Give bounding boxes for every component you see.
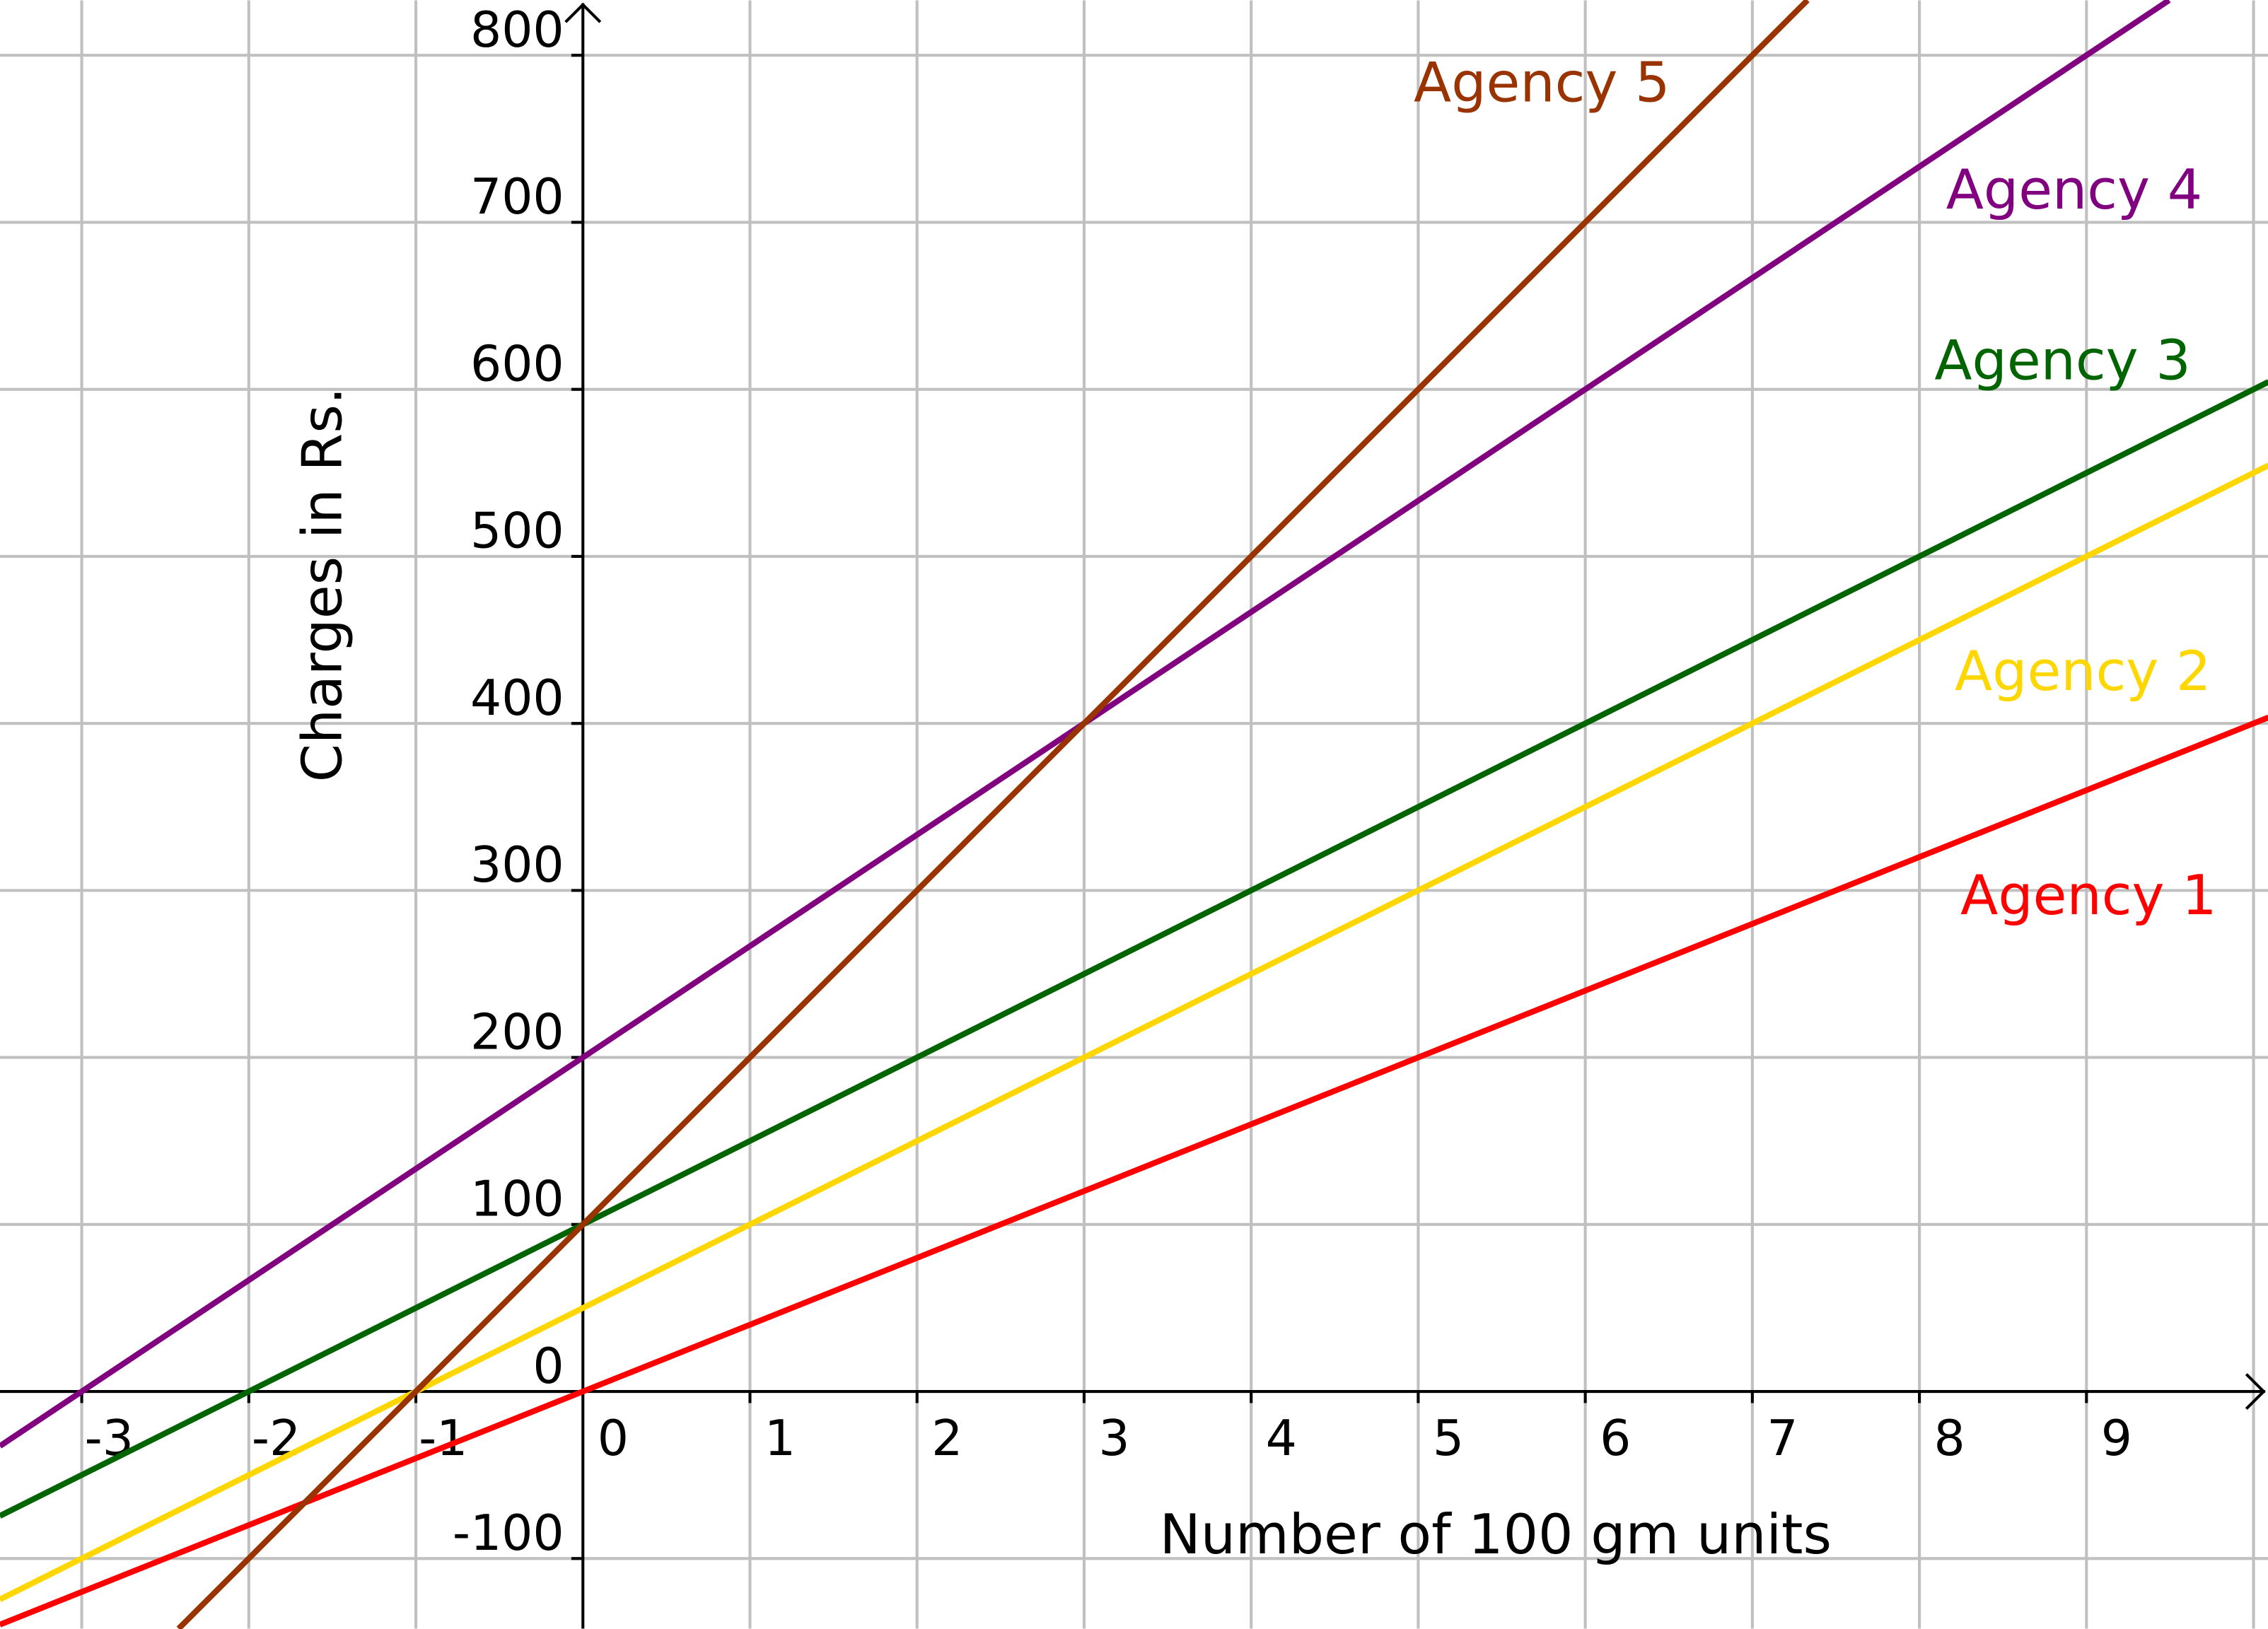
x-axis-arrow [2245, 1373, 2266, 1411]
x-tick-label: 5 [1433, 1410, 1464, 1467]
series-label-agency-5: Agency 5 [1414, 52, 1670, 115]
x-tick-label: 7 [1767, 1410, 1798, 1467]
series-line-agency-5 [176, 0, 1810, 1629]
y-axis-arrow [564, 2, 602, 23]
series-label-agency-4: Agency 4 [1946, 158, 2202, 222]
x-tick-label: 0 [598, 1410, 629, 1467]
series-line-agency-2 [0, 462, 2268, 1602]
y-tick-label: 400 [470, 670, 564, 727]
x-tick-label: 2 [931, 1410, 963, 1467]
y-tick-label: -100 [453, 1505, 564, 1562]
series-label-agency-3: Agency 3 [1934, 329, 2190, 392]
x-tick-label: 3 [1098, 1410, 1129, 1467]
y-tick-label: 500 [470, 503, 564, 560]
y-tick-label: 300 [470, 836, 564, 894]
y-tick-label: 200 [470, 1003, 564, 1061]
y-tick-label: 800 [470, 1, 564, 59]
x-tick-label: 6 [1600, 1410, 1631, 1467]
x-tick-label: -2 [252, 1410, 301, 1467]
x-tick-label: 4 [1266, 1410, 1297, 1467]
series-line-agency-3 [0, 379, 2268, 1519]
y-tick-label: 0 [533, 1338, 564, 1395]
y-axis-label: Charges in Rs. [291, 387, 355, 782]
y-tick-label: 100 [470, 1171, 564, 1228]
series-label-agency-2: Agency 2 [1955, 640, 2211, 703]
x-tick-label: -3 [85, 1410, 134, 1467]
y-tick-label: 600 [470, 335, 564, 392]
labels: Agency 1 Agency 2 Agency 3 Agency 4 Agency 5 [1414, 52, 2217, 928]
series-label-agency-1: Agency 1 [1960, 864, 2216, 928]
series-line-agency-1 [0, 714, 2268, 1628]
x-tick-label: 8 [1934, 1410, 1965, 1467]
x-axis-label: Number of 100 gm units [1160, 1503, 1832, 1567]
x-tick-label: 9 [2101, 1410, 2132, 1467]
y-tick-label: 700 [470, 168, 564, 226]
x-tick-label: 1 [764, 1410, 796, 1467]
